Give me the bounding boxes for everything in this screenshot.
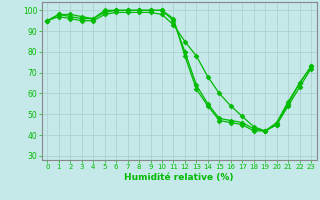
- X-axis label: Humidité relative (%): Humidité relative (%): [124, 173, 234, 182]
